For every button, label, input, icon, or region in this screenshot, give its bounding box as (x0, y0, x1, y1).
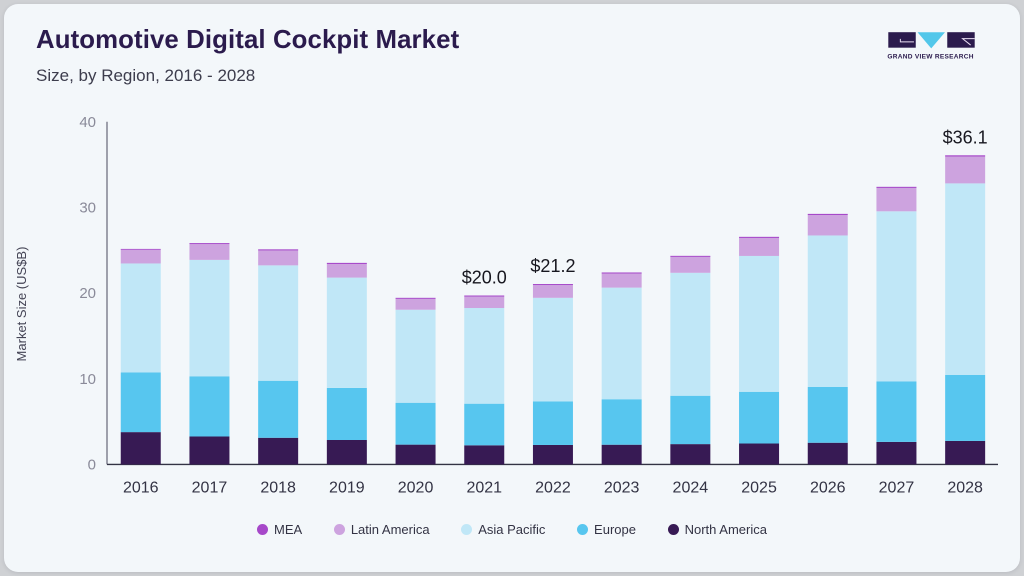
svg-text:0: 0 (88, 456, 96, 473)
svg-text:Market Size (US$B): Market Size (US$B) (14, 247, 29, 362)
svg-text:2023: 2023 (604, 479, 640, 496)
svg-text:2021: 2021 (466, 479, 502, 496)
svg-text:2022: 2022 (535, 479, 571, 496)
svg-text:2016: 2016 (123, 479, 159, 496)
svg-text:2025: 2025 (741, 479, 777, 496)
svg-text:2026: 2026 (810, 479, 846, 496)
svg-text:30: 30 (79, 199, 96, 216)
svg-text:2024: 2024 (673, 479, 709, 496)
svg-text:10: 10 (79, 371, 96, 388)
svg-text:20: 20 (79, 285, 96, 302)
svg-text:$20.0: $20.0 (462, 268, 507, 288)
svg-text:40: 40 (79, 114, 96, 131)
svg-text:$21.2: $21.2 (530, 256, 575, 276)
svg-text:2027: 2027 (879, 479, 915, 496)
svg-text:2018: 2018 (260, 479, 296, 496)
svg-text:$36.1: $36.1 (943, 127, 988, 147)
svg-text:2028: 2028 (947, 479, 983, 496)
svg-text:2017: 2017 (192, 479, 228, 496)
svg-text:2019: 2019 (329, 479, 365, 496)
svg-text:2020: 2020 (398, 479, 434, 496)
